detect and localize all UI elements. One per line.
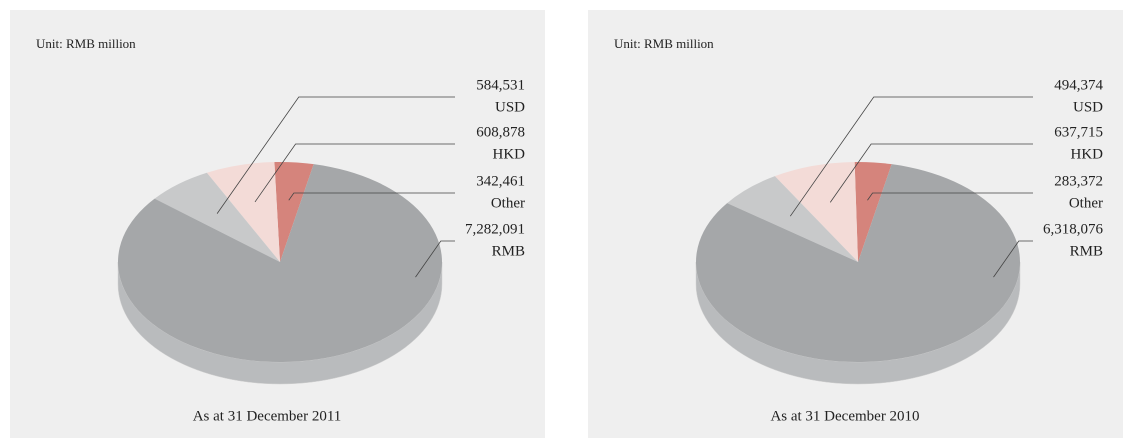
value-label: 584,531 xyxy=(476,77,525,93)
leader-line xyxy=(415,240,455,278)
category-label: USD xyxy=(495,99,525,115)
unit-label: Unit: RMB million xyxy=(614,36,714,51)
pie-slice xyxy=(118,164,443,362)
category-label: RMB xyxy=(492,243,525,259)
value-label: 6,318,076 xyxy=(1043,221,1104,237)
category-label: Other xyxy=(491,195,525,211)
pie-slice xyxy=(206,162,280,262)
leader-line xyxy=(829,143,1033,203)
value-label: 7,282,091 xyxy=(465,221,525,237)
category-label: USD xyxy=(1073,99,1103,115)
leader-line xyxy=(288,192,455,201)
pie-slice xyxy=(854,161,892,262)
pie-slice xyxy=(154,172,280,262)
pie-slice xyxy=(695,164,1020,362)
leader-line xyxy=(789,96,1033,217)
leader-line xyxy=(867,192,1033,201)
value-label: 283,372 xyxy=(1054,173,1103,189)
category-label: HKD xyxy=(493,146,526,162)
value-label: 637,715 xyxy=(1054,124,1103,140)
leader-line xyxy=(993,240,1033,278)
value-label: 342,461 xyxy=(476,173,525,189)
value-label: 494,374 xyxy=(1054,77,1103,93)
caption: As at 31 December 2011 xyxy=(193,408,342,424)
pie-slice xyxy=(727,176,858,262)
category-label: HKD xyxy=(1071,146,1104,162)
leader-line xyxy=(254,143,455,203)
unit-label: Unit: RMB million xyxy=(36,36,136,51)
category-label: Other xyxy=(1069,195,1103,211)
pie-slice xyxy=(774,162,858,262)
leader-line xyxy=(216,96,455,214)
category-label: RMB xyxy=(1070,243,1103,259)
caption: As at 31 December 2010 xyxy=(770,408,919,424)
value-label: 608,878 xyxy=(476,124,525,140)
pie-slice xyxy=(274,162,314,262)
